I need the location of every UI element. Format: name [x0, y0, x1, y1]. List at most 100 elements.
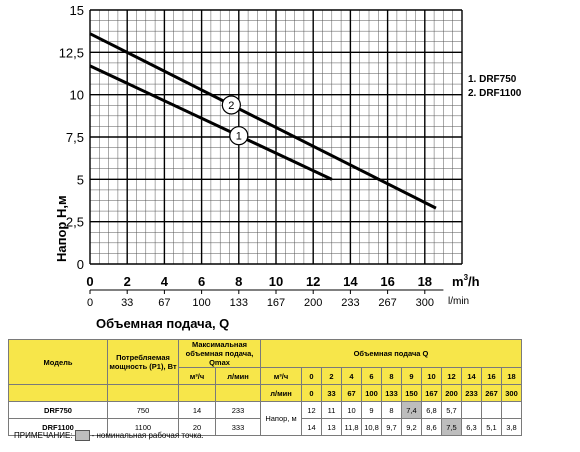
q-lmin: 150 [401, 384, 422, 402]
qmax-lmin-cell: 233 [215, 401, 261, 419]
q-lmin: 167 [421, 384, 442, 402]
col-flow: Объемная подача Q [260, 339, 522, 368]
x-tick-label: 10 [269, 274, 283, 289]
table-row-drf750: DRF750 750 14 233 Напор, м 12 11 10 9 8 … [8, 401, 522, 436]
x-tick-label: 8 [235, 274, 242, 289]
y-tick-label: 15 [70, 3, 84, 18]
x-tick-label: 6 [198, 274, 205, 289]
q-lmin: 0 [301, 384, 322, 402]
col-power: Потребляемая мощность (P1), Вт [107, 339, 179, 385]
x-tick-label: 4 [161, 274, 169, 289]
legend-item-drf1100: 2. DRF1100 [468, 88, 522, 99]
x-tick-label-lmin: 0 [87, 297, 93, 309]
head-cell: 6,8 [421, 401, 442, 419]
q-lmin: 67 [341, 384, 362, 402]
col-qmax: Максимальная объемная подача, Qmax [178, 339, 261, 368]
series-label-2: 2 [228, 100, 234, 112]
q-m3h: 4 [341, 367, 362, 385]
x-tick-label: 14 [343, 274, 358, 289]
y-axis-title: Напор H,м [54, 195, 69, 262]
tick-labels: 0 2 4 6 8 10 12 14 16 180 33 67 100 133 167 200 233 267 30… [59, 3, 444, 309]
unit-lmin: л/мин [260, 384, 302, 402]
head-cell: 12 [301, 401, 322, 419]
x-tick-label-lmin: 300 [416, 297, 434, 309]
x-unit-top-label: m3/h [452, 273, 480, 289]
legend-item-drf750: 1. DRF750 [468, 74, 517, 85]
head-cell: 5,7 [441, 401, 462, 419]
note-prefix: ПРИМЕЧАНИЕ: [14, 431, 73, 440]
x-tick-label-lmin: 167 [267, 297, 285, 309]
x-tick-label: 12 [306, 274, 320, 289]
x-tick-label-lmin: 133 [230, 297, 248, 309]
x-unit-bottom-label: l/min [448, 296, 469, 307]
q-m3h: 2 [321, 367, 342, 385]
qmax-m3h-cell: 14 [178, 401, 216, 419]
q-m3h: 14 [461, 367, 482, 385]
y-tick-label: 7,5 [66, 130, 84, 145]
q-m3h: 6 [361, 367, 382, 385]
head-cell: 10,8 [361, 418, 382, 436]
head-cell: 9,2 [401, 418, 422, 436]
y-tick-label: 2,5 [66, 215, 84, 230]
head-cell: 8,6 [421, 418, 442, 436]
x-tick-label: 16 [380, 274, 394, 289]
y-tick-label: 5 [77, 172, 84, 187]
x-tick-label-lmin: 100 [192, 297, 210, 309]
table-lmin-row: л/мин 0 33 67 100 133 150 167 200 233 26… [8, 384, 522, 402]
table-header-row: Модель Потребляемая мощность (P1), Вт Ма… [8, 339, 522, 385]
power-cell: 750 [107, 401, 179, 419]
nominal-point-swatch [74, 430, 90, 441]
x-tick-label: 2 [124, 274, 131, 289]
series-layer: 12 [89, 32, 437, 210]
q-lmin: 267 [481, 384, 502, 402]
x-tick-label-lmin: 233 [341, 297, 359, 309]
table-row-drf1100: DRF1100 1100 20 333 14 13 11,8 10,8 9,7 … [8, 418, 522, 436]
q-lmin: 100 [361, 384, 382, 402]
head-cell: 6,3 [461, 418, 482, 436]
q-lmin: 200 [441, 384, 462, 402]
q-m3h: 0 [301, 367, 322, 385]
unit-m3h: м³/ч [260, 367, 302, 385]
y-tick-label: 12,5 [59, 45, 84, 60]
q-m3h: 8 [381, 367, 402, 385]
q-lmin: 133 [381, 384, 402, 402]
x-tick-label-lmin: 267 [378, 297, 396, 309]
q-lmin: 300 [501, 384, 522, 402]
head-cell [481, 401, 502, 419]
series-marker-2 [221, 95, 241, 115]
head-cell-nominal: 7,5 [441, 418, 462, 436]
head-cell: 5,1 [481, 418, 502, 436]
head-cell: 8 [381, 401, 402, 419]
spec-table: Модель Потребляемая мощность (P1), Вт Ма… [8, 339, 522, 436]
head-cell: 13 [321, 418, 342, 436]
col-model: Модель [8, 339, 108, 385]
q-lmin: 233 [461, 384, 482, 402]
series-marker-1 [229, 126, 249, 146]
unit-lmin: л/мин [215, 367, 261, 385]
grid-major [89, 9, 463, 265]
head-cell: 10 [341, 401, 362, 419]
series-label-1: 1 [236, 131, 242, 143]
head-label-cell: Напор, м [260, 401, 302, 436]
legend: 1. DRF750 2. DRF1100 [468, 73, 521, 101]
x-tick-label-lmin: 67 [158, 297, 170, 309]
head-cell: 3,8 [501, 418, 522, 436]
series-line-2 [89, 32, 437, 210]
table-unit-row: м³/ч л/мин м³/ч 0 2 4 6 8 9 10 12 14 16 … [9, 367, 522, 385]
head-cell: 9,7 [381, 418, 402, 436]
series-line-1 [89, 64, 333, 181]
head-cell [461, 401, 482, 419]
head-cell: 11 [321, 401, 342, 419]
y-tick-label: 10 [70, 88, 84, 103]
q-m3h: 18 [501, 367, 522, 385]
head-cell-nominal: 7,4 [401, 401, 422, 419]
power-cell: 1100 [107, 418, 179, 436]
head-cell [501, 401, 522, 419]
x-tick-label-lmin: 33 [121, 297, 133, 309]
qmax-lmin-cell: 333 [215, 418, 261, 436]
head-cell: 14 [301, 418, 322, 436]
note-text: - номинальная рабочая точка. [91, 431, 204, 440]
footnote: ПРИМЕЧАНИЕ: - номинальная рабочая точка. [14, 430, 204, 441]
x-tick-label: 18 [418, 274, 432, 289]
model-cell: DRF750 [8, 401, 108, 419]
